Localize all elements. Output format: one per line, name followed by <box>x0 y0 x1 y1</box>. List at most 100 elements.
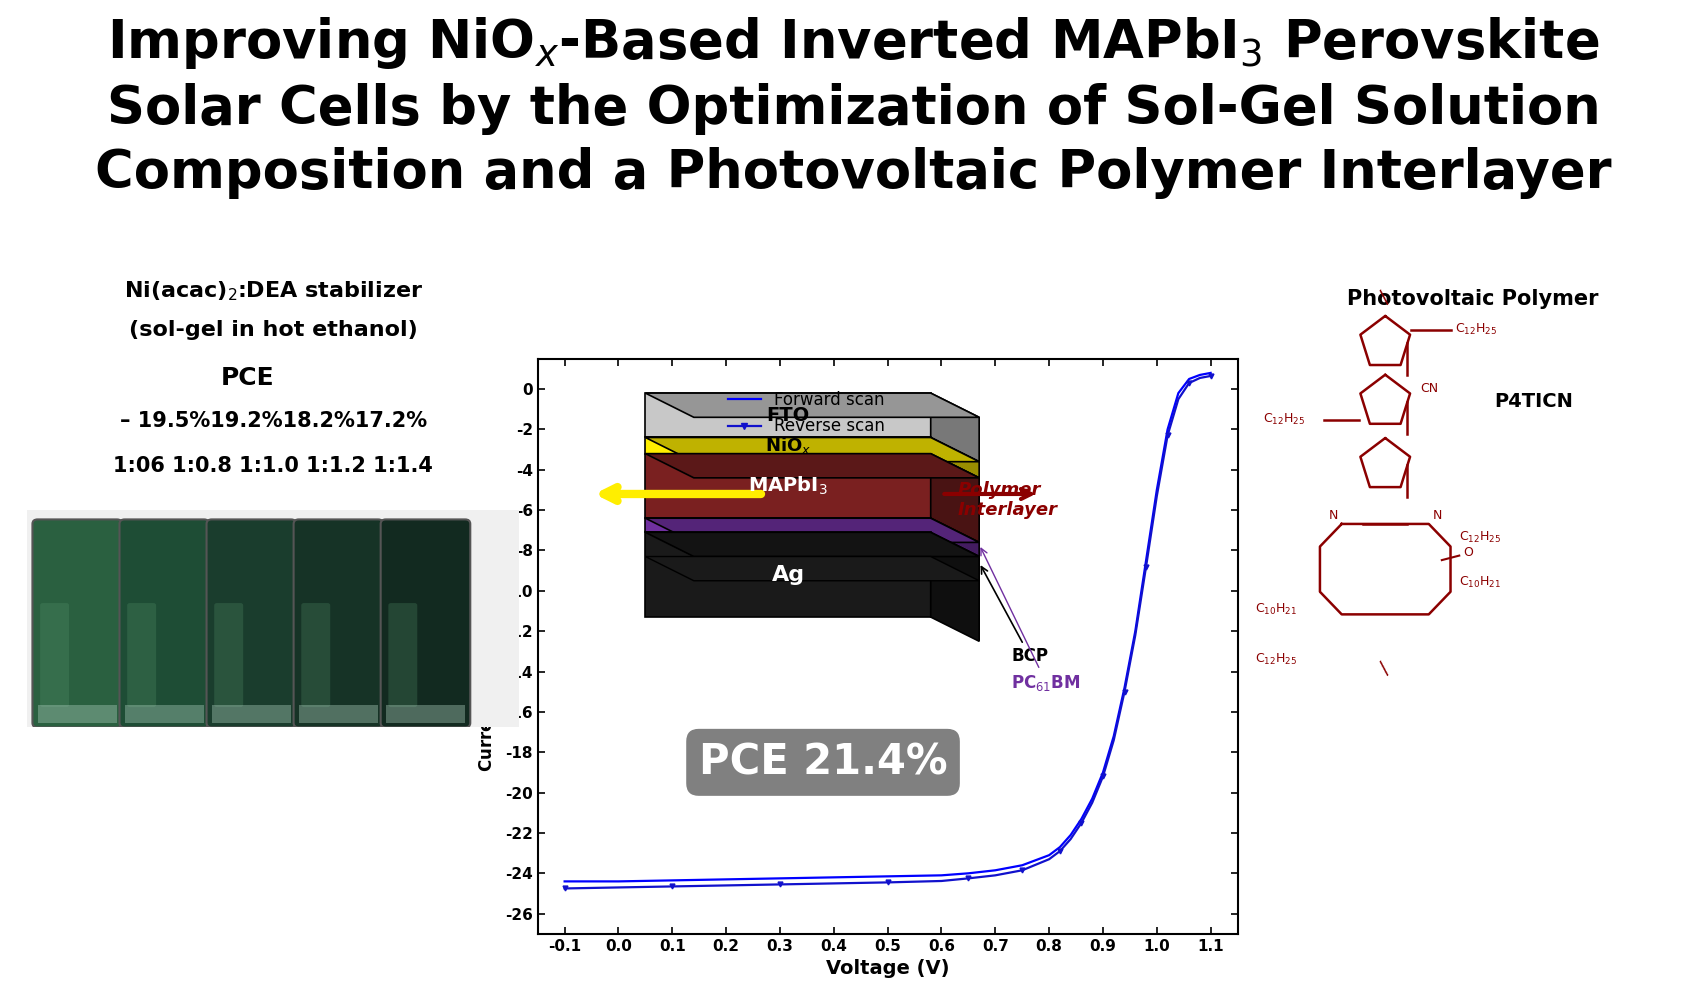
Text: N: N <box>1328 509 1338 522</box>
FancyBboxPatch shape <box>213 603 242 707</box>
Forward scan <box>932 869 953 881</box>
Text: N: N <box>1432 509 1442 522</box>
Text: Photovoltaic Polymer: Photovoltaic Polymer <box>1347 289 1598 309</box>
Y-axis label: Current Density (mA cm$^{-2}$): Current Density (mA cm$^{-2}$) <box>475 521 500 772</box>
Text: PCE: PCE <box>220 366 275 389</box>
Reverse scan <box>1050 845 1070 857</box>
Reverse scan <box>932 875 953 887</box>
Text: – 19.5%19.2%18.2%17.2%: – 19.5%19.2%18.2%17.2% <box>119 411 427 431</box>
Text: O: O <box>1463 546 1473 558</box>
Reverse scan <box>1168 393 1188 405</box>
Text: (sol-gel in hot ethanol): (sol-gel in hot ethanol) <box>128 320 418 340</box>
Text: C$_{12}$H$_{25}$: C$_{12}$H$_{25}$ <box>1459 530 1502 545</box>
FancyBboxPatch shape <box>381 519 469 727</box>
Text: Improving NiO$_x$-Based Inverted MAPbI$_3$ Perovskite
Solar Cells by the Optimiz: Improving NiO$_x$-Based Inverted MAPbI$_… <box>96 15 1611 200</box>
Polygon shape <box>930 533 980 641</box>
Forward scan <box>1200 367 1221 378</box>
Text: PCE 21.4%: PCE 21.4% <box>698 741 947 783</box>
Reverse scan <box>715 880 736 892</box>
Reverse scan <box>877 877 898 889</box>
FancyBboxPatch shape <box>27 510 519 727</box>
Bar <box>645 437 930 453</box>
Forward scan <box>1082 792 1103 804</box>
Reverse scan <box>1060 834 1081 845</box>
Forward scan <box>608 876 628 888</box>
Polygon shape <box>645 453 980 478</box>
Text: BCP: BCP <box>982 566 1048 665</box>
Text: C$_{12}$H$_{25}$: C$_{12}$H$_{25}$ <box>1454 322 1497 337</box>
Reverse scan <box>1190 372 1210 383</box>
Text: FTO: FTO <box>766 406 809 425</box>
Text: CN: CN <box>1420 381 1439 395</box>
Reverse scan <box>770 879 790 891</box>
FancyBboxPatch shape <box>387 603 417 707</box>
Bar <box>386 705 464 723</box>
Forward scan <box>823 872 843 884</box>
Polygon shape <box>645 393 980 418</box>
Polygon shape <box>930 453 980 543</box>
Text: Ag: Ag <box>772 564 804 585</box>
Reverse scan <box>823 878 843 890</box>
Reverse scan <box>1125 629 1145 641</box>
Forward scan <box>1180 374 1200 385</box>
Text: MAPbI$_3$: MAPbI$_3$ <box>748 475 828 497</box>
Forward scan <box>1050 841 1070 853</box>
Text: /: / <box>1376 659 1395 677</box>
Text: Ni(acac)$_2$:DEA stabilizer: Ni(acac)$_2$:DEA stabilizer <box>123 280 423 304</box>
Forward scan <box>1190 369 1210 380</box>
Forward scan <box>1103 730 1123 742</box>
Forward scan <box>1092 767 1113 779</box>
Forward scan <box>1012 859 1033 871</box>
Text: 1:06 1:0.8 1:1.0 1:1.2 1:1.4: 1:06 1:0.8 1:1.0 1:1.2 1:1.4 <box>113 456 434 476</box>
Bar <box>645 453 930 518</box>
Forward scan <box>1125 625 1145 637</box>
FancyBboxPatch shape <box>32 519 121 727</box>
Reverse scan <box>662 881 683 893</box>
Text: PC$_{61}$BM: PC$_{61}$BM <box>982 549 1081 693</box>
FancyBboxPatch shape <box>300 603 329 707</box>
Forward scan <box>555 876 575 888</box>
Forward scan <box>1157 424 1178 435</box>
Text: C$_{12}$H$_{25}$: C$_{12}$H$_{25}$ <box>1255 652 1297 667</box>
Reverse scan <box>1072 817 1092 829</box>
Reverse scan <box>1147 491 1168 502</box>
Bar <box>645 518 930 533</box>
Forward scan <box>662 875 683 887</box>
Bar <box>125 705 203 723</box>
Polygon shape <box>930 518 980 556</box>
Line: Reverse scan: Reverse scan <box>562 374 1214 891</box>
Reverse scan <box>1092 771 1113 782</box>
Forward scan <box>877 871 898 883</box>
Forward scan <box>985 864 1005 876</box>
Reverse scan <box>1135 560 1156 572</box>
Text: C$_{10}$H$_{21}$: C$_{10}$H$_{21}$ <box>1255 603 1297 617</box>
Polygon shape <box>645 437 980 462</box>
Polygon shape <box>645 533 980 556</box>
Polygon shape <box>645 518 980 543</box>
Legend: Forward scan, Reverse scan: Forward scan, Reverse scan <box>720 384 891 442</box>
Forward scan <box>1040 849 1060 861</box>
FancyBboxPatch shape <box>207 519 295 727</box>
Forward scan <box>1072 813 1092 825</box>
Polygon shape <box>930 393 980 462</box>
Text: P4TICN: P4TICN <box>1494 392 1572 411</box>
Line: Forward scan: Forward scan <box>565 373 1210 882</box>
FancyBboxPatch shape <box>126 603 155 707</box>
Forward scan <box>715 874 736 886</box>
Bar <box>645 393 930 437</box>
Forward scan <box>1115 682 1135 694</box>
Reverse scan <box>1040 853 1060 865</box>
Reverse scan <box>1157 430 1178 441</box>
Text: Polymer
Interlayer: Polymer Interlayer <box>958 481 1058 519</box>
Text: C$_{10}$H$_{21}$: C$_{10}$H$_{21}$ <box>1459 575 1502 590</box>
FancyBboxPatch shape <box>119 519 208 727</box>
Reverse scan <box>555 883 575 895</box>
Forward scan <box>1147 484 1168 495</box>
Reverse scan <box>958 873 978 885</box>
Forward scan <box>958 867 978 879</box>
Reverse scan <box>1082 797 1103 809</box>
Polygon shape <box>645 556 980 581</box>
Reverse scan <box>608 882 628 894</box>
Forward scan <box>770 873 790 885</box>
X-axis label: Voltage (V): Voltage (V) <box>826 959 949 978</box>
